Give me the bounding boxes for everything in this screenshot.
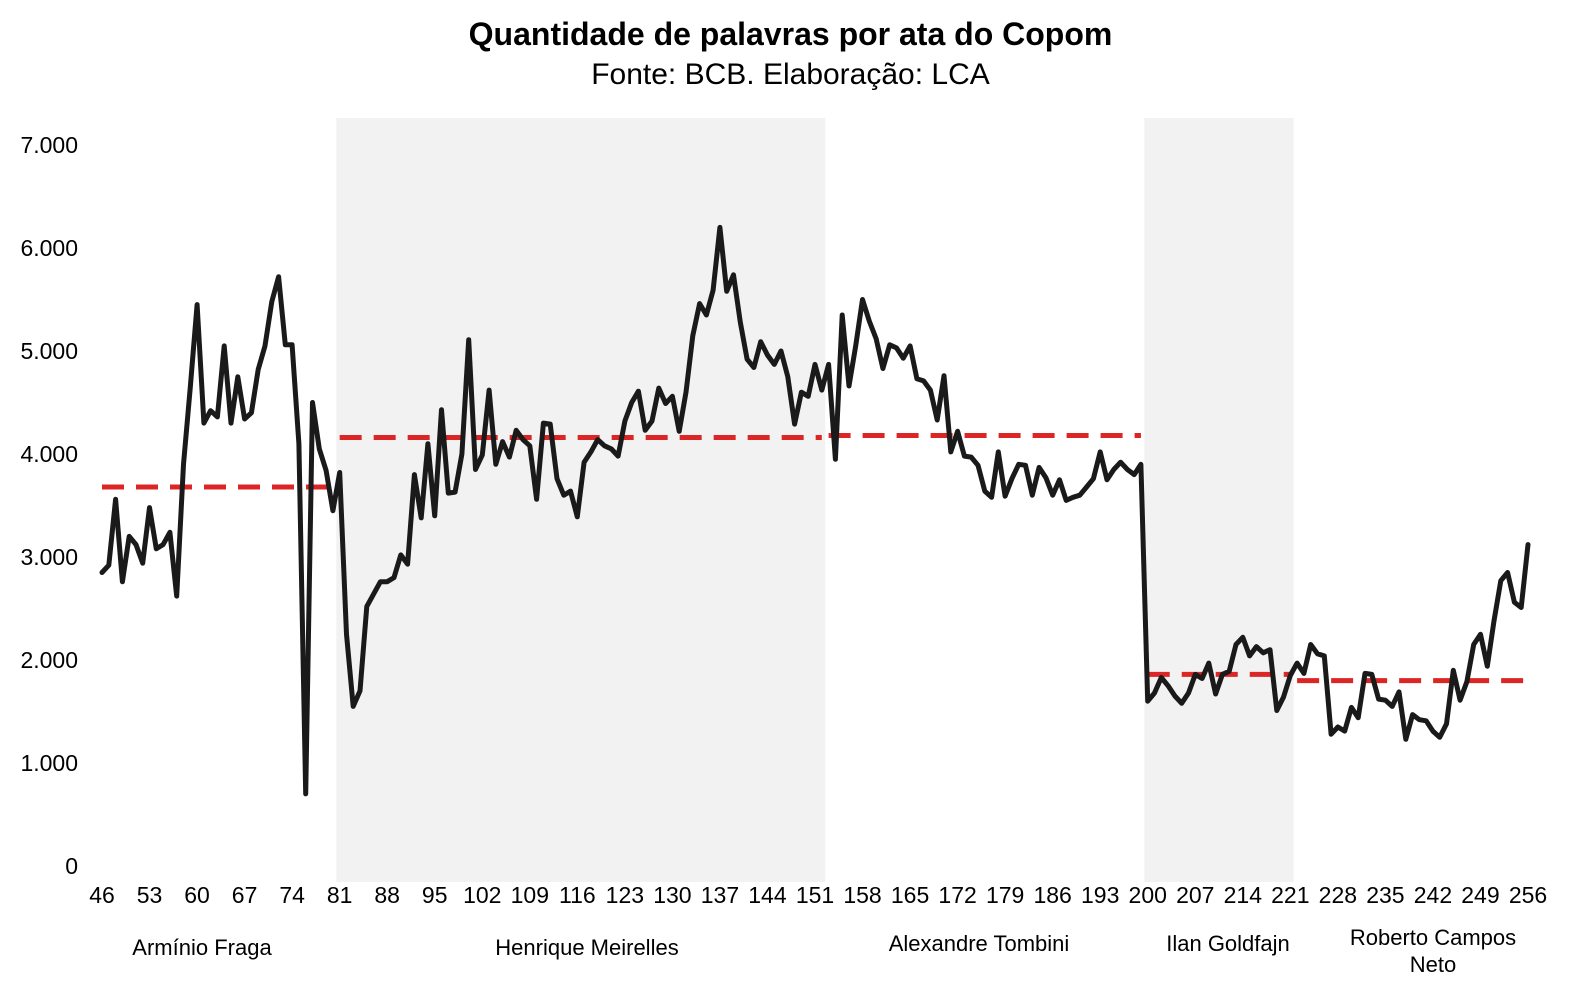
x-tick-label: 137 <box>701 882 739 908</box>
x-tick-label: 200 <box>1129 882 1167 908</box>
x-tick-label: 242 <box>1414 882 1452 908</box>
governor-label: Henrique Meirelles <box>495 935 678 960</box>
x-tick-label: 256 <box>1509 882 1547 908</box>
shade-layer <box>336 118 1294 882</box>
x-tick-label: 123 <box>606 882 644 908</box>
x-tick-label: 60 <box>184 882 210 908</box>
x-tick-label: 81 <box>327 882 353 908</box>
governor-label: Alexandre Tombini <box>889 931 1070 956</box>
y-tick-label: 5.000 <box>20 338 78 364</box>
x-tick-label: 46 <box>89 882 115 908</box>
y-tick-label: 3.000 <box>20 544 78 570</box>
x-tick-label: 193 <box>1081 882 1119 908</box>
shaded-period-3 <box>1144 118 1294 882</box>
y-tick-label: 7.000 <box>20 132 78 158</box>
x-tick-label: 74 <box>279 882 305 908</box>
x-tick-label: 249 <box>1461 882 1499 908</box>
chart-subtitle: Fonte: BCB. Elaboração: LCA <box>591 58 990 91</box>
x-tick-label: 151 <box>796 882 834 908</box>
x-tick-label: 144 <box>748 882 787 908</box>
x-tick-label: 186 <box>1033 882 1071 908</box>
x-tick-label: 172 <box>938 882 976 908</box>
x-tick-label: 158 <box>843 882 881 908</box>
y-axis-ticks: 0 1.000 2.000 3.000 4.000 5.000 6.000 7.000 <box>20 132 78 879</box>
x-tick-label: 214 <box>1224 882 1263 908</box>
x-tick-label: 53 <box>137 882 163 908</box>
x-tick-label: 95 <box>422 882 448 908</box>
chart-title: Quantidade de palavras por ata do Copom <box>468 16 1113 52</box>
average-layer <box>102 432 1528 684</box>
x-tick-label: 130 <box>653 882 691 908</box>
x-axis-ticks: 46 53 60 67 74 81 88 95 102 109 116 123 130 137 144 151… <box>89 882 1547 908</box>
governor-label: Roberto Campos <box>1350 925 1516 950</box>
x-tick-label: 235 <box>1366 882 1404 908</box>
series-layer <box>99 224 1531 797</box>
governor-label: Neto <box>1410 952 1456 977</box>
x-tick-label: 109 <box>511 882 549 908</box>
y-tick-label: 1.000 <box>20 750 78 776</box>
governor-label: Ilan Goldfajn <box>1166 931 1290 956</box>
x-tick-label: 67 <box>232 882 258 908</box>
y-tick-label: 4.000 <box>20 441 78 467</box>
x-tick-label: 102 <box>463 882 501 908</box>
x-tick-label: 228 <box>1319 882 1357 908</box>
x-tick-label: 179 <box>986 882 1024 908</box>
governor-labels: Armínio Fraga Henrique Meirelles Alexandre… <box>132 925 1516 977</box>
x-tick-label: 207 <box>1176 882 1214 908</box>
y-tick-label: 6.000 <box>20 235 78 261</box>
governor-label: Armínio Fraga <box>132 935 272 960</box>
x-tick-label: 165 <box>891 882 929 908</box>
x-tick-label: 88 <box>374 882 400 908</box>
x-tick-label: 116 <box>559 882 596 908</box>
x-tick-label: 221 <box>1271 882 1309 908</box>
series-line-0 <box>99 224 1531 797</box>
y-tick-label: 2.000 <box>20 647 78 673</box>
y-tick-label: 0 <box>65 853 78 879</box>
